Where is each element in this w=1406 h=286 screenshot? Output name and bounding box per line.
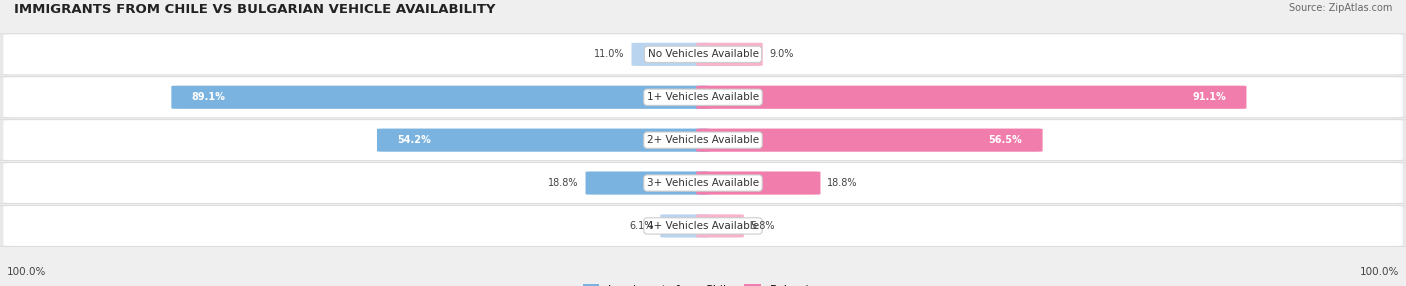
- Text: 3+ Vehicles Available: 3+ Vehicles Available: [647, 178, 759, 188]
- Legend: Immigrants from Chile, Bulgarian: Immigrants from Chile, Bulgarian: [582, 284, 824, 286]
- Text: 6.1%: 6.1%: [630, 221, 654, 231]
- FancyBboxPatch shape: [0, 34, 1406, 75]
- Text: 100.0%: 100.0%: [1360, 267, 1399, 277]
- Text: 1+ Vehicles Available: 1+ Vehicles Available: [647, 92, 759, 102]
- FancyBboxPatch shape: [696, 171, 821, 194]
- Text: No Vehicles Available: No Vehicles Available: [648, 49, 758, 59]
- FancyBboxPatch shape: [696, 86, 1247, 109]
- FancyBboxPatch shape: [585, 171, 710, 194]
- FancyBboxPatch shape: [0, 162, 1406, 204]
- Text: 18.8%: 18.8%: [548, 178, 579, 188]
- Text: 56.5%: 56.5%: [988, 135, 1022, 145]
- FancyBboxPatch shape: [661, 214, 710, 237]
- FancyBboxPatch shape: [3, 120, 1403, 160]
- FancyBboxPatch shape: [0, 205, 1406, 247]
- Text: 9.0%: 9.0%: [769, 49, 794, 59]
- Text: 18.8%: 18.8%: [827, 178, 858, 188]
- Text: Source: ZipAtlas.com: Source: ZipAtlas.com: [1288, 3, 1392, 13]
- FancyBboxPatch shape: [631, 43, 710, 66]
- Text: 100.0%: 100.0%: [7, 267, 46, 277]
- FancyBboxPatch shape: [172, 86, 710, 109]
- Text: 11.0%: 11.0%: [595, 49, 624, 59]
- FancyBboxPatch shape: [3, 163, 1403, 203]
- FancyBboxPatch shape: [3, 77, 1403, 117]
- FancyBboxPatch shape: [3, 206, 1403, 246]
- FancyBboxPatch shape: [696, 128, 1043, 152]
- FancyBboxPatch shape: [377, 128, 710, 152]
- FancyBboxPatch shape: [696, 214, 744, 237]
- Text: 5.8%: 5.8%: [751, 221, 775, 231]
- Text: 89.1%: 89.1%: [191, 92, 225, 102]
- FancyBboxPatch shape: [0, 77, 1406, 118]
- FancyBboxPatch shape: [696, 43, 762, 66]
- Text: 2+ Vehicles Available: 2+ Vehicles Available: [647, 135, 759, 145]
- Text: 4+ Vehicles Available: 4+ Vehicles Available: [647, 221, 759, 231]
- FancyBboxPatch shape: [0, 120, 1406, 161]
- FancyBboxPatch shape: [3, 34, 1403, 74]
- Text: IMMIGRANTS FROM CHILE VS BULGARIAN VEHICLE AVAILABILITY: IMMIGRANTS FROM CHILE VS BULGARIAN VEHIC…: [14, 3, 495, 16]
- Text: 91.1%: 91.1%: [1192, 92, 1226, 102]
- Text: 54.2%: 54.2%: [396, 135, 430, 145]
